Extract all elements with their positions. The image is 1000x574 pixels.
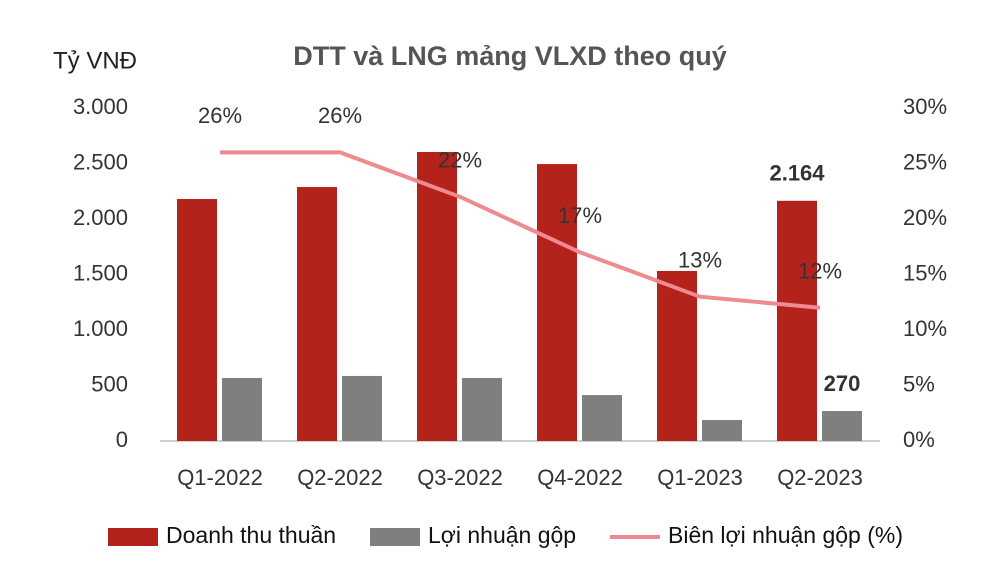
bar [537, 164, 577, 441]
bar [702, 420, 742, 441]
y2-tick-label: 10% [903, 316, 947, 341]
x-tick-label: Q1-2023 [657, 465, 743, 490]
x-tick-label: Q3-2022 [417, 465, 503, 490]
x-tick-label: Q2-2022 [297, 465, 383, 490]
data-label: 13% [678, 248, 722, 273]
y-tick-label: 1.500 [73, 260, 128, 285]
data-label: 270 [824, 371, 861, 396]
y2-tick-label: 25% [903, 149, 947, 174]
line [220, 150, 821, 310]
bar [222, 377, 262, 441]
bar [822, 411, 862, 441]
y2-tick-label: 30% [903, 94, 947, 119]
x-tick-label: Q4-2022 [537, 465, 623, 490]
data-label: 26% [318, 103, 362, 128]
y2-tick-label: 5% [903, 371, 935, 396]
bar [342, 375, 382, 441]
y-tick-label: 500 [91, 371, 128, 396]
data-label: 17% [558, 203, 602, 228]
bar [657, 270, 697, 441]
y-tick-label: 0 [116, 427, 128, 452]
bar [777, 200, 817, 441]
data-label: 26% [198, 103, 242, 128]
data-label: 22% [438, 148, 482, 173]
bar [462, 377, 502, 441]
y-tick-label: 2.500 [73, 149, 128, 174]
y-tick-label: 1.000 [73, 316, 128, 341]
bar [297, 187, 337, 441]
y-tick-label: 3.000 [73, 94, 128, 119]
chart-title: DTT và LNG mảng VLXD theo quý [293, 41, 727, 71]
legend-swatch [370, 528, 420, 546]
data-label: 2.164 [769, 161, 825, 186]
y-axis-title: Tỷ VNĐ [53, 47, 137, 74]
legend-label: Biên lợi nhuận gộp (%) [668, 522, 903, 548]
bar [582, 395, 622, 441]
y-tick-label: 2.000 [73, 205, 128, 230]
y2-tick-label: 15% [903, 260, 947, 285]
bar [417, 151, 457, 441]
x-tick-label: Q1-2022 [177, 465, 263, 490]
x-tick-label: Q2-2023 [777, 465, 863, 490]
data-label: 12% [798, 259, 842, 284]
legend-swatch [108, 528, 158, 546]
y2-tick-label: 20% [903, 205, 947, 230]
legend-label: Doanh thu thuần [166, 522, 336, 548]
legend-label: Lợi nhuận gộp [428, 522, 576, 548]
bar [177, 199, 217, 441]
y2-tick-label: 0% [903, 427, 935, 452]
